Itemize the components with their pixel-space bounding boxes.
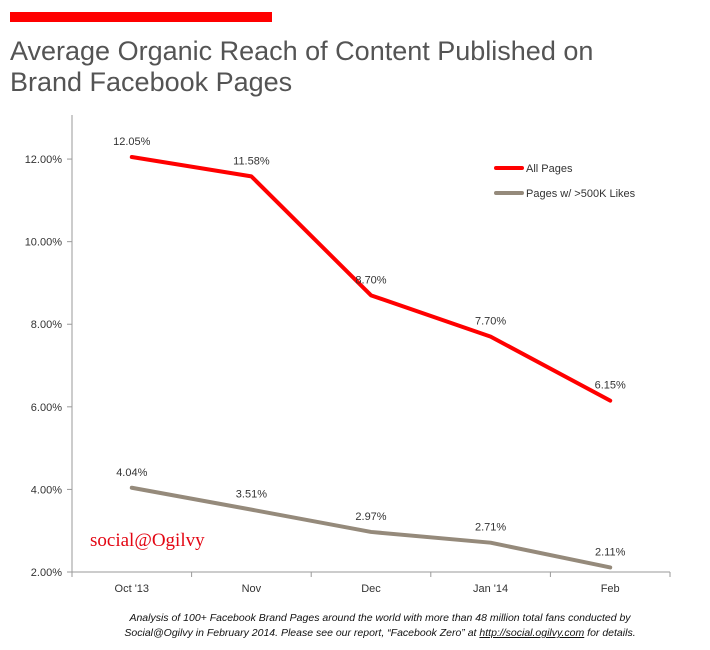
data-label: 2.97% (355, 511, 386, 523)
x-tick-label: Dec (361, 583, 381, 595)
x-tick-label: Feb (601, 583, 620, 595)
footnote-line-2: Social@Ogilvy in February 2014. Please s… (124, 627, 480, 639)
y-tick-label: 6.00% (31, 402, 62, 414)
line-chart: 2.00% 4.00% 6.00% 8.00% 10.00% 12.00% Oct '13 N… (25, 115, 671, 595)
y-tick-label: 4.00% (31, 484, 62, 496)
x-tick-label: Nov (242, 583, 262, 595)
data-label: 2.71% (475, 522, 506, 534)
footnote-link[interactable]: http://social.ogilvy.com (479, 627, 585, 639)
data-label: 12.05% (113, 136, 151, 148)
legend-label: Pages w/ >500K Likes (526, 188, 636, 200)
footnote: Analysis of 100+ Facebook Brand Pages ar… (60, 611, 700, 641)
legend-label: All Pages (526, 163, 573, 175)
y-tick-label: 2.00% (31, 567, 62, 579)
series-line-1 (129, 155, 613, 403)
brand-logo-text: social@Ogilvy (90, 530, 205, 551)
y-tick-label: 8.00% (31, 319, 62, 331)
data-label: 8.70% (355, 274, 386, 286)
y-tick-label: 12.00% (25, 154, 63, 166)
y-tick-label: 10.00% (25, 237, 63, 249)
data-label: 6.15% (595, 380, 626, 392)
data-label: 4.04% (116, 467, 147, 479)
footnote-line-1: Analysis of 100+ Facebook Brand Pages ar… (129, 612, 631, 624)
x-tick-label: Jan '14 (473, 583, 508, 595)
series-line-2 (129, 485, 613, 570)
x-tick-label: Oct '13 (115, 583, 150, 595)
data-label: 3.51% (236, 489, 267, 501)
footnote-line-2-end: for details. (584, 627, 636, 639)
title-line-2: Brand Facebook Pages (10, 67, 293, 97)
data-label: 2.11% (595, 546, 626, 558)
accent-bar (10, 12, 272, 22)
title-line-1: Average Organic Reach of Content Publish… (10, 36, 594, 66)
data-label: 7.70% (475, 316, 506, 328)
data-label: 11.58% (233, 155, 270, 167)
chart-title: Average Organic Reach of Content Publish… (10, 36, 660, 98)
